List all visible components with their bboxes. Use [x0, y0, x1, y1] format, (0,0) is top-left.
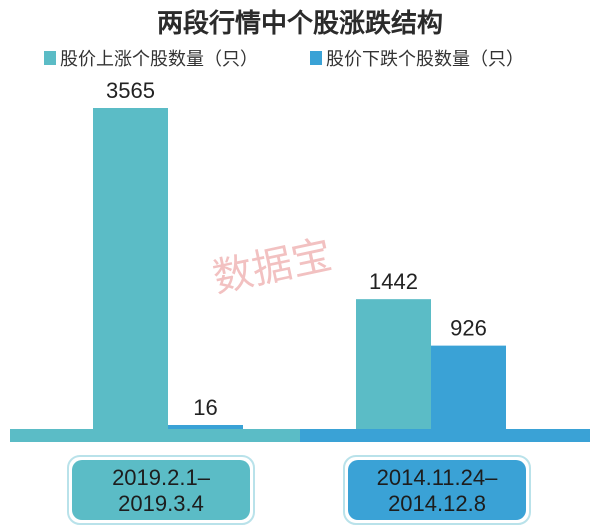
category-box-0 [72, 460, 250, 520]
category-box-outline-1 [343, 455, 531, 525]
value-label-rise-1: 1442 [369, 269, 418, 294]
bar-labels-layer: 3565 1442 16 926 [106, 78, 487, 420]
value-label-fall-0: 16 [193, 395, 217, 420]
category-text-0-0: 2019.2.1– [112, 465, 211, 490]
category-box-1 [348, 460, 526, 520]
category-box-outline-0 [67, 455, 255, 525]
baseline-left [10, 429, 300, 442]
legend-label-rise: 股价上涨个股数量（只） [60, 49, 258, 70]
bar-rise-1 [356, 299, 431, 429]
category-label-1: 2014.11.24–2014.12.8 [343, 455, 531, 525]
value-label-rise-0: 3565 [106, 78, 155, 103]
bars-layer [93, 108, 506, 429]
legend-label-fall: 股价下跌个股数量（只） [326, 49, 524, 70]
legend: 股价上涨个股数量（只） 股价下跌个股数量（只） [44, 49, 524, 70]
baseline-right [300, 429, 590, 442]
category-label-0: 2019.2.1–2019.3.4 [67, 455, 255, 525]
watermark: 数据宝 [209, 232, 336, 302]
bar-rise-0 [93, 108, 168, 429]
legend-swatch-fall [310, 51, 322, 65]
category-text-1-1: 2014.12.8 [388, 491, 486, 516]
legend-swatch-rise [44, 51, 56, 65]
value-label-fall-1: 926 [450, 316, 487, 341]
category-labels: 2019.2.1–2019.3.4 2014.11.24–2014.12.8 [67, 455, 531, 525]
chart-title: 两段行情中个股涨跌结构 [157, 8, 443, 39]
category-text-0-1: 2019.3.4 [118, 491, 204, 516]
bar-fall-1 [431, 345, 506, 429]
category-text-1-0: 2014.11.24– [377, 465, 498, 490]
bar-fall-0 [168, 425, 243, 429]
